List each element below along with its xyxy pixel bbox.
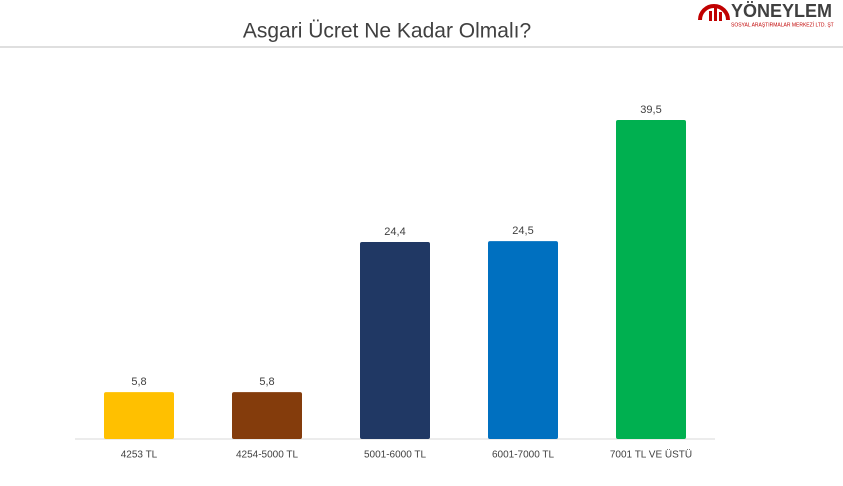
value-label: 5,8: [131, 376, 146, 388]
x-tick-label: 4254-5000 TL: [236, 450, 299, 461]
value-label: 24,5: [512, 225, 533, 237]
value-label: 39,5: [640, 104, 661, 116]
x-tick-label: 6001-7000 TL: [492, 450, 555, 461]
logo-name: YÖNEYLEM: [731, 1, 832, 21]
value-label: 5,8: [259, 376, 274, 388]
bar: [104, 392, 174, 439]
bar: [232, 392, 302, 439]
logo-icon: [719, 12, 722, 21]
x-tick-label: 5001-6000 TL: [364, 450, 427, 461]
x-tick-label: 4253 TL: [121, 450, 158, 461]
x-tick-label: 7001 TL VE ÜSTÜ: [610, 449, 692, 461]
logo-icon: [698, 4, 730, 21]
logo-subtitle: SOSYAL ARAŞTIRMALAR MERKEZİ LTD. ŞT: [731, 21, 834, 28]
bar: [360, 241, 430, 439]
chart-title: Asgari Ücret Ne Kadar Olmalı?: [243, 20, 531, 43]
value-label: 24,4: [384, 226, 405, 238]
logo-icon: [709, 11, 712, 21]
bar: [488, 241, 558, 439]
bar: [616, 120, 686, 439]
logo: YÖNEYLEM SOSYAL ARAŞTIRMALAR MERKEZİ LTD…: [698, 1, 834, 28]
logo-icon: [714, 8, 717, 21]
